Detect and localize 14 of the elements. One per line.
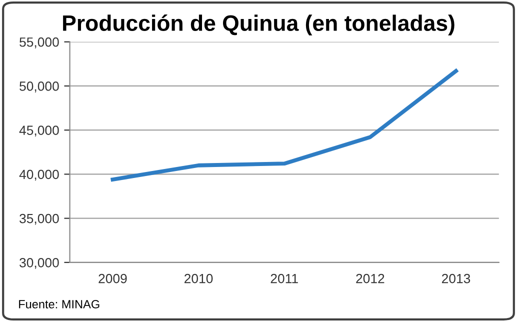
x-tick-label: 2010 — [184, 274, 213, 284]
y-tick-label: 45,000 — [19, 126, 59, 137]
x-tick-label: 2012 — [356, 274, 384, 284]
source-note: Fuente: MINAG — [19, 300, 100, 308]
y-tick-label: 55,000 — [20, 37, 59, 48]
y-tick-label: 35,000 — [20, 214, 59, 225]
y-tick-label: 30,000 — [20, 258, 59, 269]
chart-title: Producción de Quinua (en toneladas) — [63, 14, 454, 36]
y-tick-label: 40,000 — [19, 170, 59, 181]
x-tick-label: 2013 — [442, 274, 470, 284]
y-tick-label: 50,000 — [20, 82, 59, 92]
x-tick-label: 2009 — [98, 274, 127, 284]
line-series — [110, 69, 458, 182]
x-tick-label: 2011 — [270, 274, 298, 284]
